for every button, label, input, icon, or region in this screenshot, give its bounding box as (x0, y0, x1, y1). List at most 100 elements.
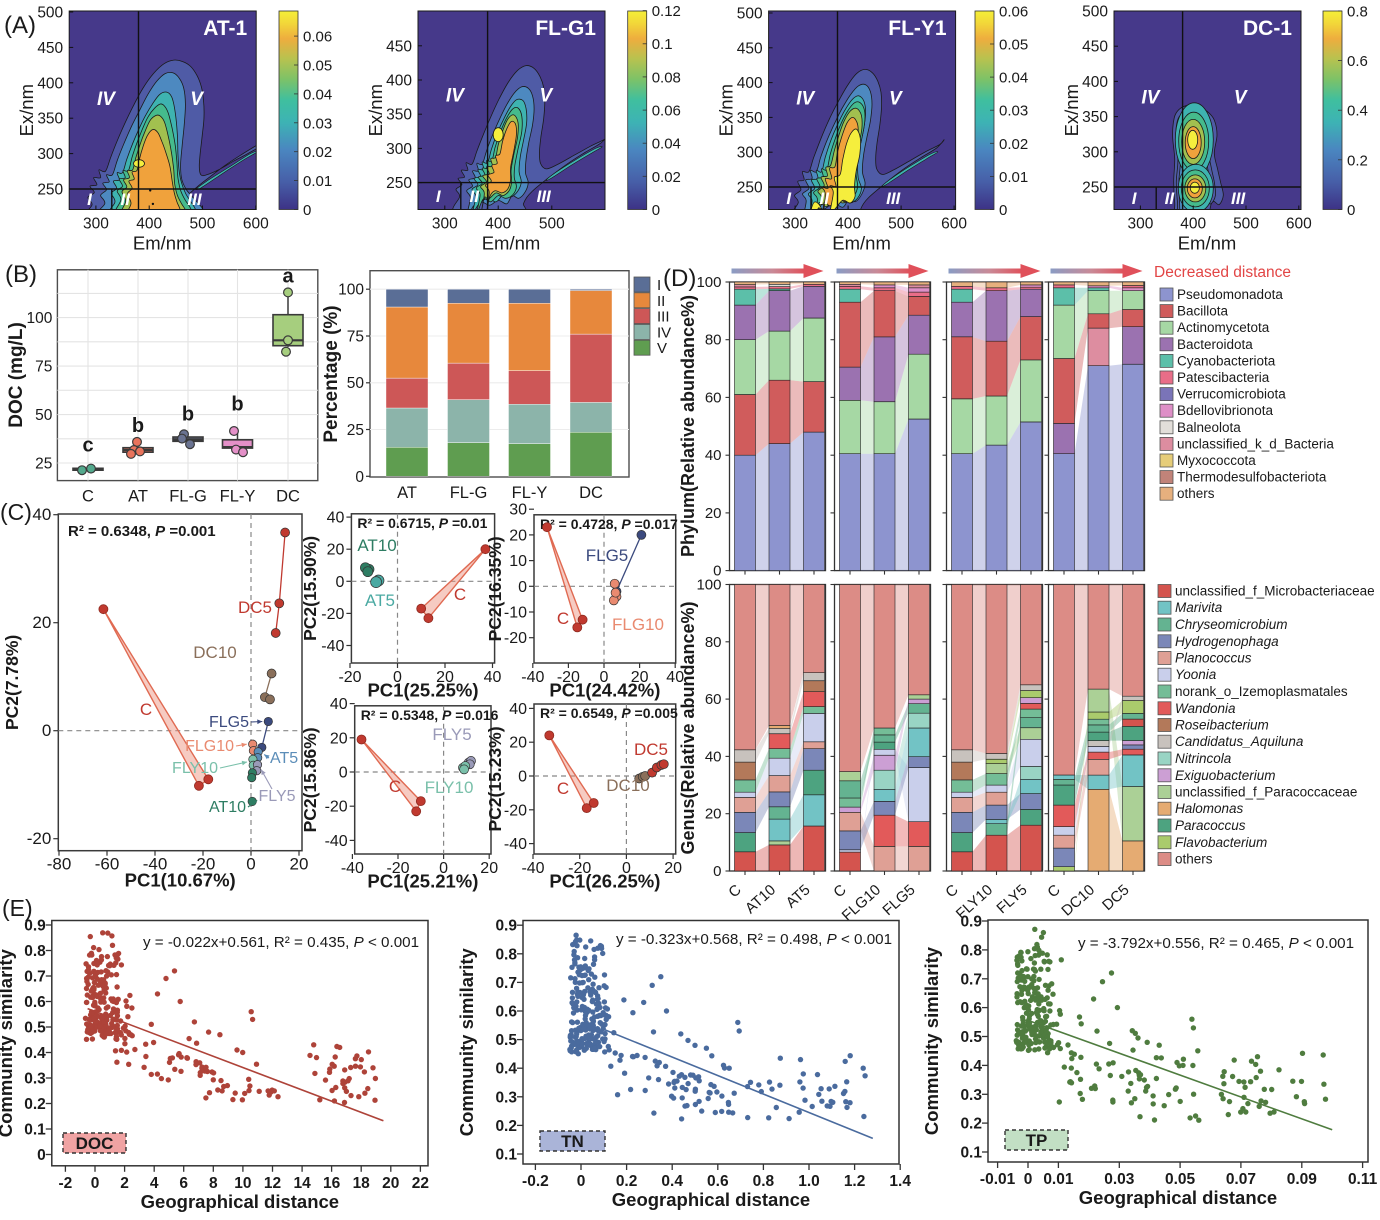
svg-text:20: 20 (509, 527, 527, 544)
svg-text:C: C (557, 779, 569, 798)
svg-text:Ex/nm: Ex/nm (1061, 84, 1082, 136)
svg-text:60: 60 (705, 691, 722, 708)
svg-text:500: 500 (37, 5, 63, 22)
svg-text:0.8: 0.8 (960, 942, 982, 959)
svg-text:300: 300 (1127, 216, 1153, 233)
svg-text:DC10: DC10 (606, 776, 649, 795)
svg-text:PC1(25.25%): PC1(25.25%) (367, 680, 478, 701)
svg-text:FL-Y: FL-Y (512, 484, 548, 502)
svg-text:-20: -20 (191, 855, 216, 874)
svg-text:FLY5: FLY5 (258, 788, 295, 805)
svg-text:0: 0 (91, 1175, 100, 1192)
svg-text:FL-G: FL-G (450, 484, 488, 502)
svg-text:AT-1: AT-1 (203, 17, 247, 40)
svg-text:0.7: 0.7 (495, 975, 517, 992)
svg-text:Bacillota: Bacillota (1177, 304, 1229, 319)
svg-text:Marivita: Marivita (1175, 600, 1223, 615)
svg-text:C: C (725, 881, 745, 901)
svg-text:V: V (657, 340, 667, 357)
svg-text:b: b (231, 394, 243, 416)
svg-text:III: III (1231, 189, 1246, 208)
svg-text:AT5: AT5 (783, 881, 814, 911)
svg-text:0: 0 (999, 202, 1007, 219)
svg-text:-40: -40 (521, 860, 544, 877)
svg-text:DC-1: DC-1 (1243, 17, 1292, 40)
svg-text:0.02: 0.02 (303, 144, 332, 161)
svg-text:Verrucomicrobiota: Verrucomicrobiota (1177, 387, 1286, 402)
svg-text:0.2: 0.2 (960, 1116, 982, 1133)
svg-text:0.04: 0.04 (303, 86, 332, 103)
svg-text:0.2: 0.2 (495, 1118, 517, 1135)
svg-text:Em/nm: Em/nm (482, 233, 541, 254)
svg-text:25: 25 (35, 456, 52, 473)
svg-text:0.7: 0.7 (24, 969, 46, 986)
svg-text:II: II (469, 187, 480, 206)
svg-text:0.2: 0.2 (1347, 152, 1368, 169)
svg-text:20: 20 (330, 730, 348, 747)
svg-text:250: 250 (1082, 180, 1108, 197)
svg-text:75: 75 (347, 329, 364, 346)
svg-text:PC1(24.42%): PC1(24.42%) (549, 680, 660, 701)
svg-text:Paracoccus: Paracoccus (1175, 818, 1246, 833)
svg-text:6: 6 (179, 1175, 188, 1192)
svg-text:-40: -40 (143, 855, 168, 874)
svg-text:0.4: 0.4 (1347, 103, 1368, 120)
svg-text:AT5: AT5 (270, 750, 298, 767)
svg-text:0.11: 0.11 (1348, 1171, 1378, 1188)
svg-text:Ex/nm: Ex/nm (16, 84, 37, 136)
svg-text:Nitrincola: Nitrincola (1175, 751, 1232, 766)
svg-text:Exiguobacterium: Exiguobacterium (1175, 768, 1276, 783)
svg-text:0: 0 (37, 1147, 46, 1164)
svg-text:PC1(25.21%): PC1(25.21%) (367, 871, 478, 892)
svg-text:II: II (657, 293, 665, 310)
svg-text:IV: IV (657, 324, 671, 341)
svg-text:Roseibacterium: Roseibacterium (1175, 718, 1269, 733)
svg-text:DC10: DC10 (1058, 881, 1098, 919)
svg-text:unclassified_f_Microbacteriace: unclassified_f_Microbacteriaceae (1175, 584, 1375, 599)
svg-text:Balneolota: Balneolota (1177, 420, 1241, 435)
svg-text:350: 350 (386, 107, 412, 124)
svg-text:PC1(10.67%): PC1(10.67%) (125, 870, 236, 891)
svg-text:0.02: 0.02 (999, 136, 1028, 153)
svg-text:C: C (82, 488, 94, 506)
svg-text:0.6: 0.6 (707, 1173, 729, 1190)
svg-text:450: 450 (737, 40, 763, 57)
svg-text:0.8: 0.8 (1347, 3, 1368, 20)
svg-text:0.6: 0.6 (1347, 53, 1368, 70)
svg-text:FLY5: FLY5 (432, 725, 471, 744)
svg-text:-20: -20 (325, 799, 348, 816)
svg-text:250: 250 (737, 180, 763, 197)
svg-text:y = -0.323x+0.568, R² = 0.498,: y = -0.323x+0.568, R² = 0.498, P < 0.001 (616, 931, 892, 948)
svg-text:0.7: 0.7 (960, 971, 982, 988)
svg-text:DC5: DC5 (634, 740, 668, 759)
svg-text:1.4: 1.4 (889, 1173, 911, 1190)
svg-text:0.05: 0.05 (303, 58, 332, 75)
svg-text:0.01: 0.01 (999, 169, 1028, 186)
svg-text:0: 0 (355, 469, 364, 486)
svg-text:Ex/nm: Ex/nm (365, 84, 386, 136)
svg-text:FLG5: FLG5 (209, 714, 249, 731)
svg-text:350: 350 (37, 111, 63, 128)
svg-text:20: 20 (32, 613, 51, 632)
svg-text:V: V (1234, 88, 1248, 109)
svg-text:0.06: 0.06 (652, 103, 681, 120)
svg-text:Thermodesulfobacteriota: Thermodesulfobacteriota (1177, 470, 1327, 485)
svg-text:0.4: 0.4 (24, 1045, 46, 1062)
svg-text:unclassified_k_d_Bacteria: unclassified_k_d_Bacteria (1177, 436, 1334, 451)
svg-text:R² = 0.5348, P =0.016: R² = 0.5348, P =0.016 (361, 707, 499, 723)
svg-text:DC10: DC10 (193, 643, 236, 662)
svg-text:FLG10: FLG10 (839, 881, 884, 924)
svg-text:b: b (132, 415, 144, 437)
svg-text:DOC: DOC (76, 1134, 114, 1153)
svg-text:IV: IV (97, 89, 116, 110)
svg-text:-20: -20 (557, 669, 580, 686)
svg-text:DC5: DC5 (238, 598, 272, 617)
svg-text:-2: -2 (59, 1175, 73, 1192)
svg-text:60: 60 (705, 389, 722, 406)
svg-text:20: 20 (290, 855, 309, 874)
svg-text:-20: -20 (27, 829, 52, 848)
svg-text:0: 0 (518, 769, 527, 786)
svg-text:50: 50 (35, 407, 53, 424)
svg-text:50: 50 (347, 375, 365, 392)
svg-text:(A): (A) (4, 12, 36, 39)
